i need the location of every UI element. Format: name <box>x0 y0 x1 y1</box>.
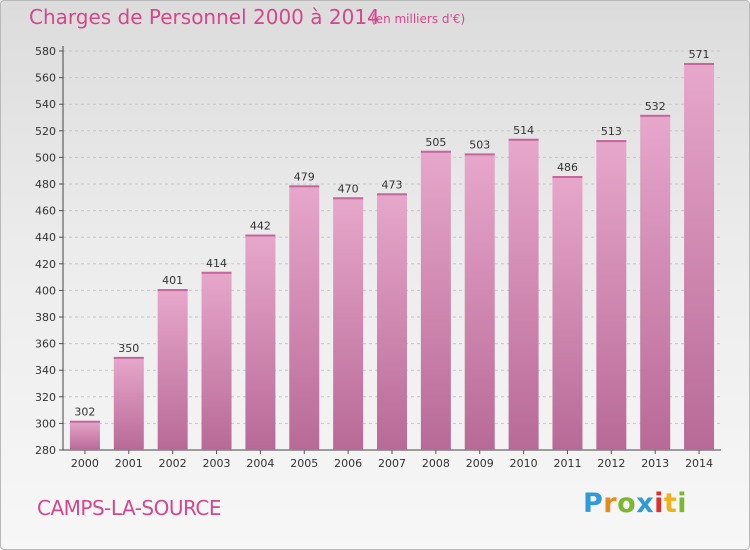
bar-value-label: 486 <box>557 161 578 174</box>
y-tick-label: 300 <box>35 417 56 430</box>
x-tick-label: 2012 <box>597 457 625 470</box>
bar-top-edge <box>69 420 100 423</box>
bar-value-label: 479 <box>294 170 315 183</box>
y-tick-label: 360 <box>35 338 56 351</box>
x-tick-label: 2004 <box>246 457 274 470</box>
bar-top-edge <box>552 176 583 179</box>
x-tick-label: 2000 <box>71 457 99 470</box>
bar-value-label: 532 <box>645 100 666 113</box>
proxiti-logo: Proxiti <box>583 488 688 519</box>
y-tick-label: 480 <box>35 178 56 191</box>
bar-value-label: 470 <box>338 182 359 195</box>
bar-top-edge <box>289 185 320 188</box>
chart-subtitle: (en milliers d'€) <box>371 12 466 26</box>
x-tick-label: 2013 <box>641 457 669 470</box>
bar-value-label: 473 <box>382 178 403 191</box>
x-tick-label: 2005 <box>290 457 318 470</box>
bar-value-label: 350 <box>118 342 139 355</box>
bar <box>464 153 495 450</box>
bar-top-edge <box>508 138 539 141</box>
bar-value-label: 513 <box>601 125 622 138</box>
y-tick-label: 580 <box>35 45 56 58</box>
x-tick-label: 2003 <box>203 457 231 470</box>
bar <box>552 176 583 450</box>
bar-top-edge <box>420 150 451 153</box>
bar <box>157 289 188 450</box>
y-tick-label: 540 <box>35 98 56 111</box>
bar <box>596 140 627 451</box>
bar-value-label: 401 <box>162 274 183 287</box>
bar-top-edge <box>157 289 188 292</box>
x-tick-label: 2007 <box>378 457 406 470</box>
bar-value-label: 571 <box>689 48 710 61</box>
bar-value-label: 442 <box>250 220 271 233</box>
bar-top-edge <box>201 271 232 274</box>
bar-top-edge <box>377 193 407 196</box>
chart-title: Charges de Personnel 2000 à 2014 <box>29 5 380 29</box>
bar <box>201 271 232 450</box>
bar <box>333 197 364 450</box>
bar-value-label: 414 <box>206 257 227 270</box>
x-tick-label: 2009 <box>466 457 494 470</box>
x-tick-label: 2014 <box>685 457 713 470</box>
y-tick-label: 400 <box>35 284 56 297</box>
y-tick-label: 340 <box>35 364 56 377</box>
bar <box>640 114 671 450</box>
bar-top-edge <box>333 197 364 200</box>
bar <box>684 62 715 450</box>
bar-value-label: 505 <box>425 136 446 149</box>
x-tick-label: 2001 <box>115 457 143 470</box>
bar-value-label: 514 <box>513 124 534 137</box>
bar-top-edge <box>684 62 715 65</box>
x-tick-label: 2008 <box>422 457 450 470</box>
bar-value-label: 503 <box>469 138 490 151</box>
y-tick-label: 320 <box>35 391 56 404</box>
bar-top-edge <box>596 140 627 143</box>
bar <box>377 193 407 450</box>
y-tick-label: 460 <box>35 205 56 218</box>
y-tick-label: 500 <box>35 151 56 164</box>
x-tick-label: 2006 <box>334 457 362 470</box>
y-tick-label: 420 <box>35 258 56 271</box>
y-tick-label: 280 <box>35 444 56 457</box>
bar-top-edge <box>464 153 495 156</box>
bar <box>69 420 100 450</box>
x-tick-label: 2010 <box>510 457 538 470</box>
x-tick-label: 2002 <box>159 457 187 470</box>
y-tick-label: 380 <box>35 311 56 324</box>
x-tick-label: 2011 <box>553 457 581 470</box>
town-name: CAMPS-LA-SOURCE <box>37 496 222 520</box>
bar-top-edge <box>113 356 144 359</box>
bar-top-edge <box>640 114 671 117</box>
bar <box>245 234 276 450</box>
y-tick-label: 440 <box>35 231 56 244</box>
bar <box>113 356 144 450</box>
bar-value-label: 302 <box>74 406 95 419</box>
bar <box>289 185 320 450</box>
y-tick-label: 560 <box>35 72 56 85</box>
bar <box>508 138 539 450</box>
bar-top-edge <box>245 234 276 237</box>
y-tick-label: 520 <box>35 125 56 138</box>
bar <box>420 150 451 450</box>
